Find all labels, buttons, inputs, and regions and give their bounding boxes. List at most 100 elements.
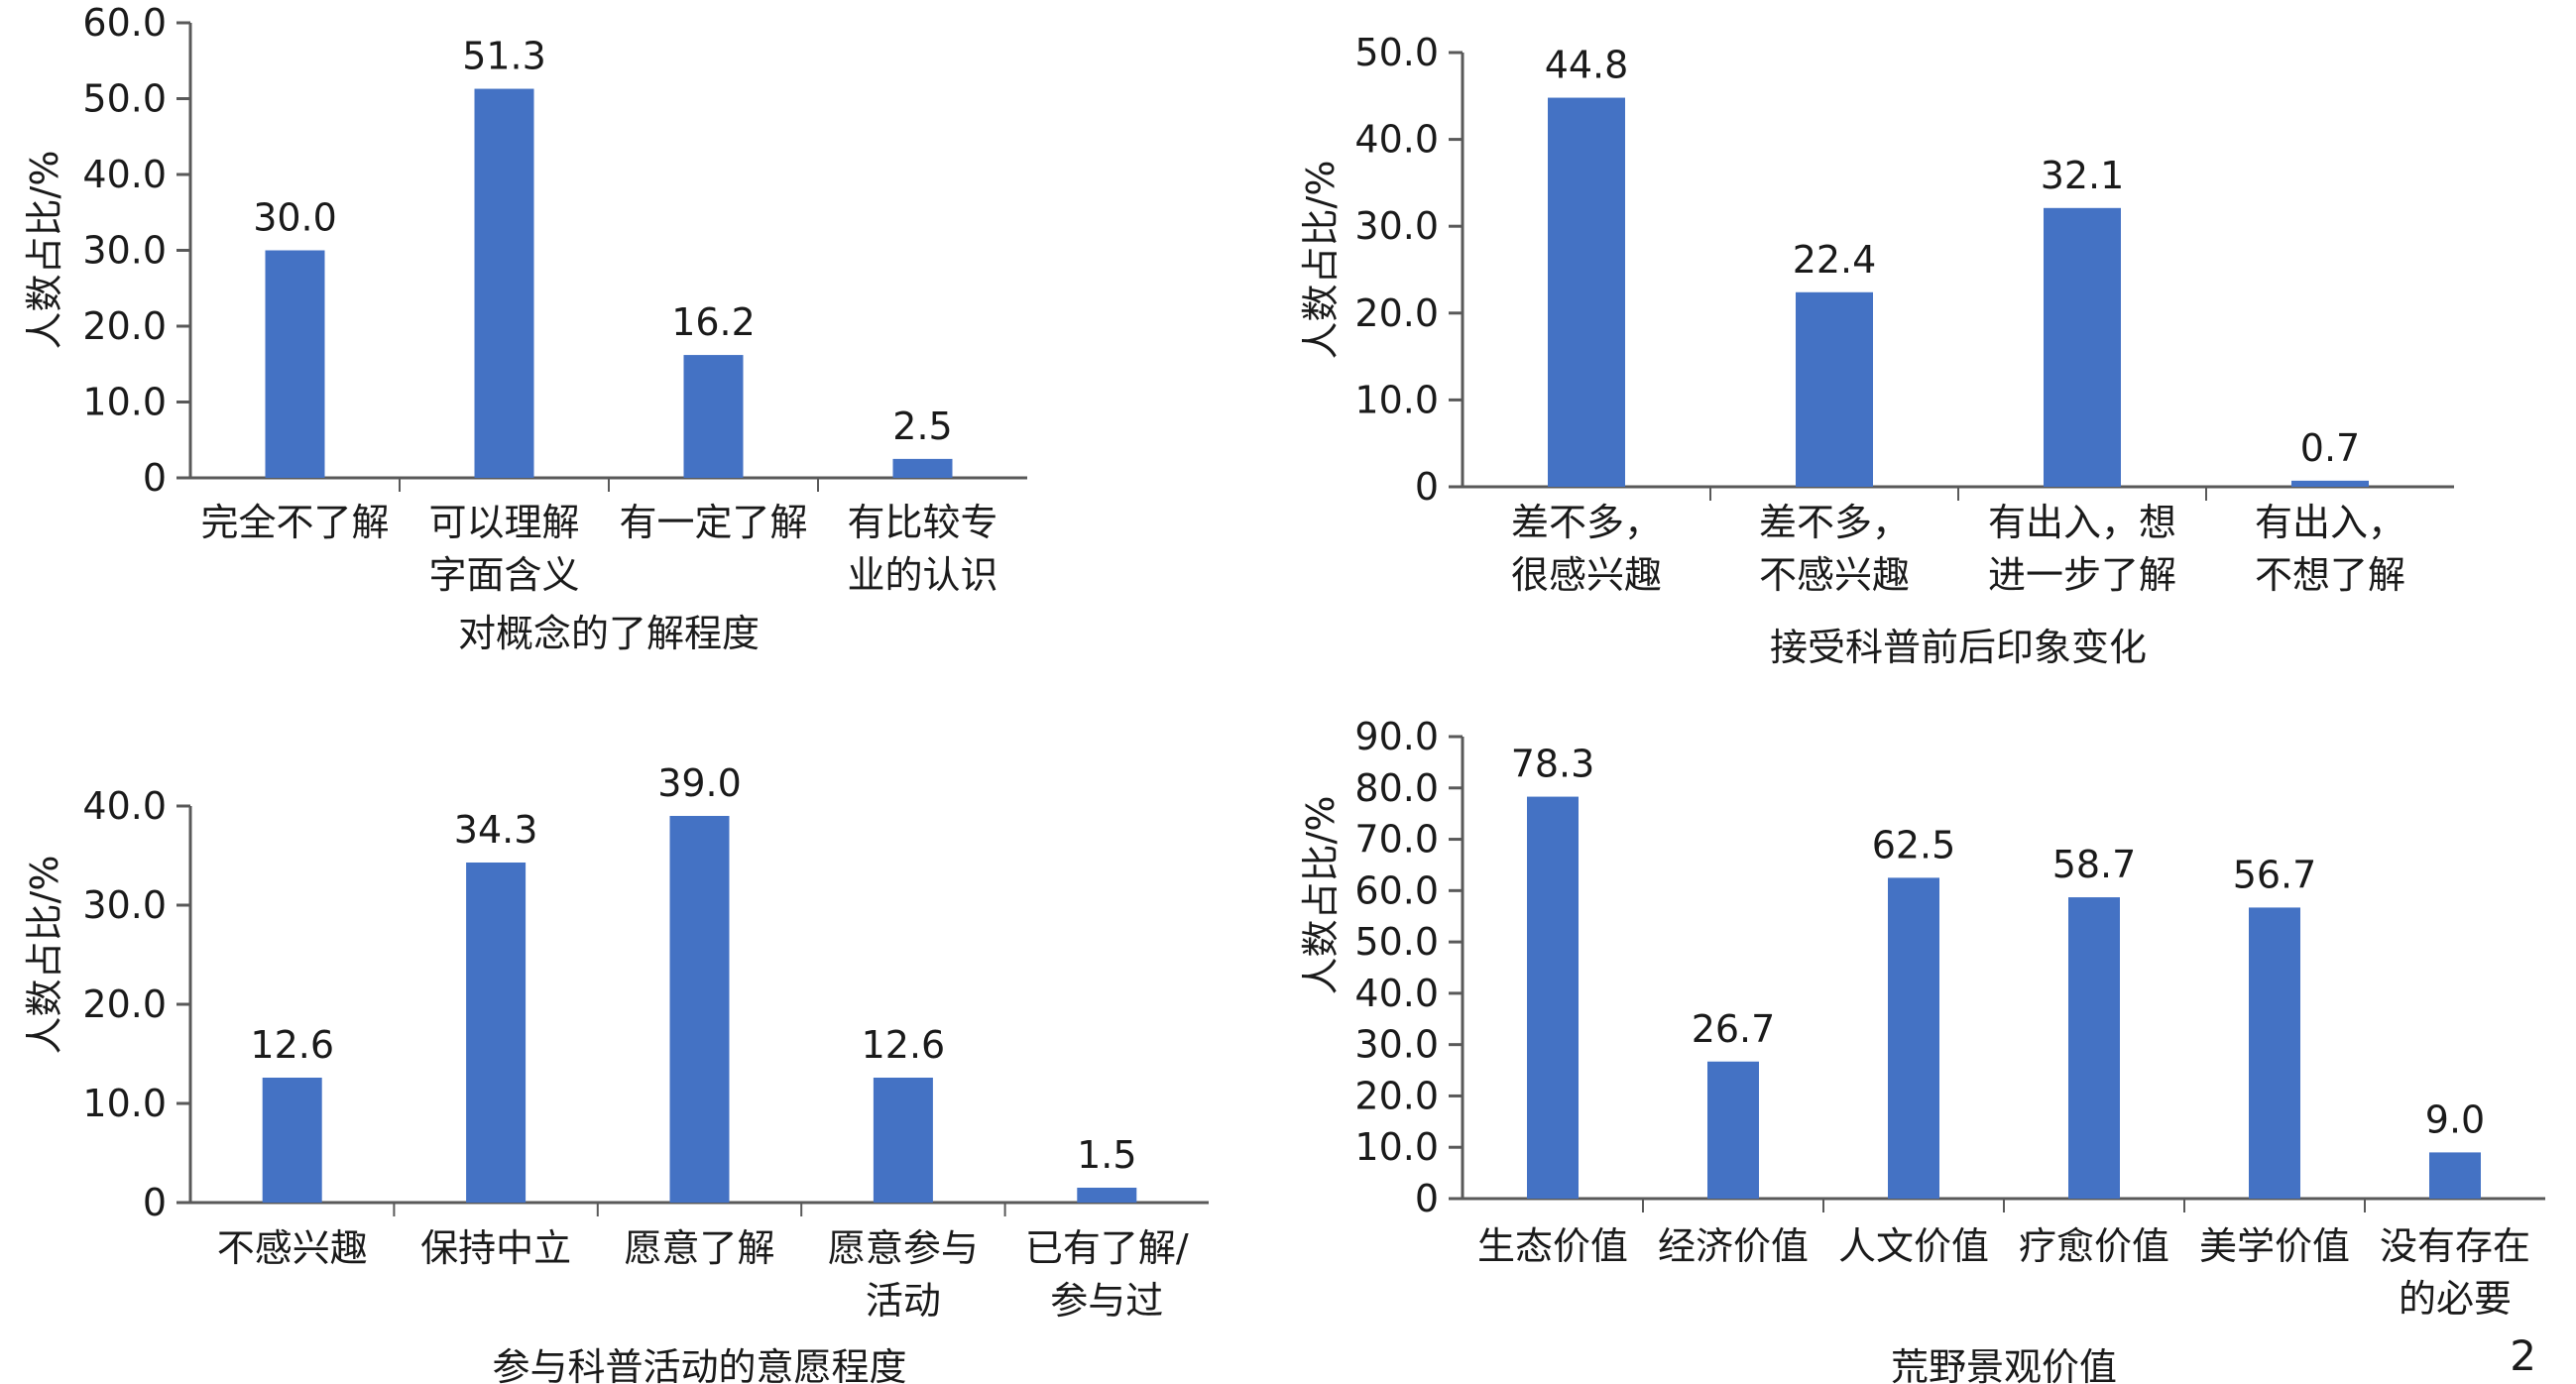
- x-axis-title: 接受科普前后印象变化: [1770, 626, 2147, 669]
- y-tick-label: 10.0: [1354, 378, 1439, 421]
- category-label: 人文价值: [1838, 1224, 1989, 1268]
- y-tick-label: 80.0: [1354, 766, 1439, 810]
- category-label: 没有存在: [2380, 1224, 2530, 1268]
- data-label: 1.5: [1077, 1133, 1136, 1177]
- y-tick-label: 60.0: [1354, 868, 1439, 912]
- category-label: 有出入，: [2255, 501, 2405, 544]
- data-label: 62.5: [1872, 823, 1956, 866]
- bar: [262, 1078, 322, 1203]
- category-label: 进一步了解: [1988, 553, 2176, 597]
- bar: [466, 863, 527, 1203]
- data-label: 26.7: [1692, 1007, 1776, 1051]
- y-tick-label: 0: [143, 456, 167, 500]
- data-label: 22.4: [1793, 238, 1877, 282]
- y-tick-label: 30.0: [1354, 1023, 1439, 1067]
- bar: [2291, 480, 2369, 487]
- bar: [2429, 1152, 2481, 1199]
- data-label: 34.3: [454, 808, 538, 852]
- data-label: 0.7: [2300, 426, 2360, 470]
- y-tick-label: 50.0: [82, 77, 167, 121]
- category-label: 不感兴趣: [217, 1226, 368, 1270]
- bar: [1077, 1188, 1137, 1203]
- category-label: 愿意参与: [828, 1226, 979, 1270]
- category-label: 可以理解: [428, 501, 579, 544]
- y-tick-label: 0: [1415, 465, 1439, 509]
- category-label: 不感兴趣: [1759, 553, 1910, 597]
- y-tick-label: 20.0: [1354, 291, 1439, 335]
- y-axis-title: 人数占比/%: [23, 151, 66, 350]
- category-label: 业的认识: [847, 553, 997, 597]
- y-tick-label: 70.0: [1354, 818, 1439, 862]
- data-label: 58.7: [2052, 843, 2137, 886]
- data-label: 32.1: [2041, 154, 2125, 197]
- bar: [2249, 907, 2300, 1199]
- y-tick-label: 10.0: [1354, 1125, 1439, 1169]
- category-label: 经济价值: [1658, 1224, 1809, 1268]
- bar: [1527, 796, 1579, 1199]
- y-tick-label: 50.0: [1354, 920, 1439, 964]
- y-tick-label: 40.0: [82, 153, 167, 196]
- data-label: 30.0: [253, 196, 337, 240]
- bar: [873, 1078, 933, 1203]
- data-label: 12.6: [250, 1023, 334, 1067]
- bar: [474, 88, 534, 479]
- x-axis-title: 对概念的了解程度: [458, 612, 760, 655]
- y-tick-label: 90.0: [1354, 715, 1439, 758]
- bar: [1888, 877, 1939, 1199]
- y-tick-label: 0: [143, 1181, 167, 1224]
- category-label: 很感兴趣: [1511, 553, 1662, 597]
- y-tick-label: 10.0: [82, 1082, 167, 1125]
- y-tick-label: 0: [1415, 1177, 1439, 1220]
- y-tick-label: 30.0: [82, 883, 167, 927]
- category-label: 有比较专: [847, 501, 997, 544]
- category-label: 生态价值: [1477, 1224, 1628, 1268]
- bar: [2044, 207, 2121, 487]
- category-label: 有出入，想: [1988, 501, 2176, 544]
- category-label: 愿意了解: [624, 1226, 774, 1270]
- y-tick-label: 60.0: [82, 1, 167, 45]
- data-label: 56.7: [2233, 853, 2317, 896]
- bar-chart-4: 0 10.0 20.0 30.0 40.0 50.0 60.0 70.0 80.0 90.0 78.…: [1299, 715, 2545, 1384]
- bar: [683, 355, 744, 478]
- bar: [892, 458, 953, 478]
- y-tick-label: 20.0: [1354, 1074, 1439, 1117]
- page-number: 2: [2510, 1331, 2536, 1380]
- category-label: 参与过: [1050, 1279, 1163, 1323]
- data-label: 16.2: [671, 300, 756, 344]
- y-tick-label: 20.0: [82, 304, 167, 348]
- bar-chart-1: 0 10.0 20.0 30.0 40.0 50.0 60.0 30.0 完全不了解 51.3 可以…: [23, 1, 1027, 655]
- bar-chart-3: 0 10.0 20.0 30.0 40.0 12.6 不感兴趣 34.3 保持中立 39.0 愿意了…: [23, 761, 1209, 1384]
- y-tick-label: 30.0: [1354, 204, 1439, 248]
- y-axis-title: 人数占比/%: [23, 856, 66, 1055]
- y-tick-label: 40.0: [1354, 118, 1439, 162]
- y-tick-label: 40.0: [82, 784, 167, 828]
- data-label: 39.0: [657, 761, 742, 805]
- category-label: 差不多，: [1511, 501, 1662, 544]
- category-label: 的必要: [2399, 1277, 2512, 1321]
- bar: [669, 816, 730, 1203]
- y-axis-title: 人数占比/%: [1299, 161, 1343, 360]
- category-label: 保持中立: [420, 1226, 571, 1270]
- category-label: 已有了解/: [1025, 1226, 1189, 1270]
- data-label: 78.3: [1511, 743, 1595, 786]
- category-label: 美学价值: [2199, 1224, 2350, 1268]
- bar: [1707, 1061, 1759, 1199]
- y-tick-label: 40.0: [1354, 972, 1439, 1015]
- y-tick-label: 10.0: [82, 381, 167, 424]
- y-tick-label: 30.0: [82, 229, 167, 273]
- category-label: 字面含义: [428, 553, 579, 597]
- data-label: 9.0: [2425, 1097, 2485, 1141]
- y-tick-label: 50.0: [1354, 31, 1439, 74]
- data-label: 51.3: [462, 35, 546, 78]
- category-label: 完全不了解: [200, 501, 389, 544]
- bar-chart-2: 0 10.0 20.0 30.0 40.0 50.0 44.8 差不多， 很感兴趣 22.4 差不多…: [1299, 31, 2454, 669]
- category-label: 活动: [866, 1279, 941, 1323]
- category-label: 差不多，: [1759, 501, 1910, 544]
- bar: [1796, 291, 1873, 487]
- x-axis-title: 参与科普活动的意愿程度: [492, 1345, 906, 1384]
- bar: [1548, 97, 1625, 487]
- bar: [2068, 897, 2120, 1199]
- bar: [265, 250, 325, 478]
- category-label: 有一定了解: [619, 501, 807, 544]
